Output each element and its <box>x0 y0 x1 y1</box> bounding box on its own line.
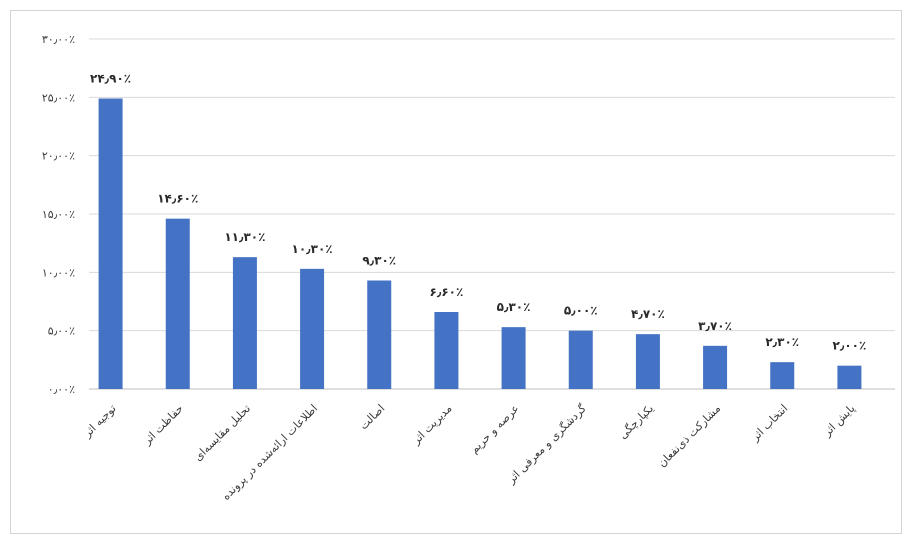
y-tick-label: ۱۰٫۰۰٪ <box>42 266 75 279</box>
bar <box>165 218 190 389</box>
category-label: پایش اثر <box>820 402 858 440</box>
grid-lines <box>89 38 895 390</box>
bar <box>703 345 728 389</box>
category-label: عرصه و حریم <box>468 402 522 456</box>
bar <box>300 268 325 389</box>
bar <box>770 362 795 389</box>
data-label: ۱۱٫۳۰٪ <box>224 230 265 244</box>
data-label: ۲۴٫۹۰٪ <box>90 72 131 86</box>
category-label: انتخاب اثر <box>748 402 790 444</box>
category-label: توجیه اثر <box>80 402 119 441</box>
category-label: تحلیل مقایسه‌ای <box>191 402 253 464</box>
bar <box>501 327 526 389</box>
bars <box>98 98 862 389</box>
category-label: حفاظت اثر <box>140 402 186 448</box>
y-tick-label: ۵٫۰۰٪ <box>48 325 75 338</box>
bar <box>434 312 459 389</box>
bar <box>367 280 392 389</box>
data-label: ۹٫۳۰٪ <box>362 254 396 268</box>
bar <box>98 98 123 389</box>
category-label: مدیریت اثر <box>409 402 455 448</box>
category-label: یکپارچگی <box>616 402 656 442</box>
bar <box>635 334 660 389</box>
bar-chart: ۰٫۰۰٪ ۵٫۰۰٪ ۱۰٫۰۰٪ ۱۵٫۰۰٪ ۲۰٫۰۰٪ ۲۵٫۰۰٪ ۳۰٫۰۰٪… <box>42 33 895 503</box>
bar <box>837 365 862 389</box>
data-label: ۵٫۰۰٪ <box>564 304 598 318</box>
category-label: اصالت <box>357 402 387 432</box>
data-labels: ۲۴٫۹۰٪ ۱۴٫۶۰٪ ۱۱٫۳۰٪ ۱۰٫۳۰٪ ۹٫۳۰٪ ۶٫۶۰٪ ۵٫۳۰٪ ۵… <box>90 72 866 353</box>
y-tick-label: ۲۰٫۰۰٪ <box>42 150 75 163</box>
data-label: ۶٫۶۰٪ <box>430 285 464 299</box>
category-label: مشارکت ذی‌نفعان <box>655 402 723 470</box>
data-label: ۴٫۷۰٪ <box>631 307 665 321</box>
data-label: ۵٫۳۰٪ <box>497 300 531 314</box>
y-tick-label: ۲۵٫۰۰٪ <box>42 91 75 104</box>
data-label: ۲٫۰۰٪ <box>833 339 867 353</box>
data-label: ۱۴٫۶۰٪ <box>157 192 198 206</box>
y-tick-label: ۰٫۰۰٪ <box>48 383 75 396</box>
bar <box>232 257 257 389</box>
y-axis-ticks: ۰٫۰۰٪ ۵٫۰۰٪ ۱۰٫۰۰٪ ۱۵٫۰۰٪ ۲۰٫۰۰٪ ۲۵٫۰۰٪ ۳۰٫۰۰٪ <box>42 33 75 396</box>
data-label: ۲٫۳۰٪ <box>765 335 799 349</box>
y-tick-label: ۳۰٫۰۰٪ <box>42 33 75 46</box>
data-label: ۱۰٫۳۰٪ <box>292 242 333 256</box>
y-tick-label: ۱۵٫۰۰٪ <box>42 208 75 221</box>
category-labels: توجیه اثر حفاظت اثر تحلیل مقایسه‌ایاطلاعات… <box>80 401 857 502</box>
bar <box>568 330 593 389</box>
chart-frame: ۰٫۰۰٪ ۵٫۰۰٪ ۱۰٫۰۰٪ ۱۵٫۰۰٪ ۲۰٫۰۰٪ ۲۵٫۰۰٪ ۳۰٫۰۰٪… <box>10 10 902 534</box>
data-label: ۳٫۷۰٪ <box>698 319 732 333</box>
